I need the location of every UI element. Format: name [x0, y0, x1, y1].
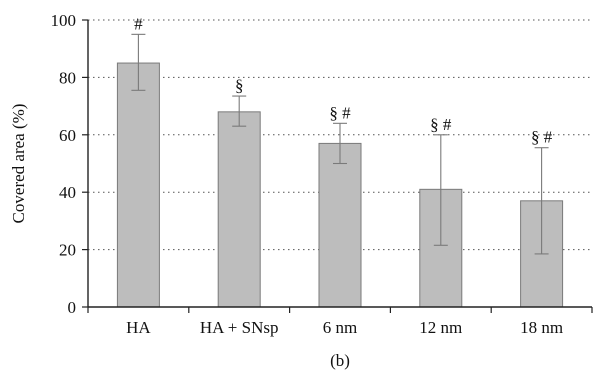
error-bar — [232, 95, 247, 127]
bar — [116, 62, 160, 308]
y-tick-label: 0 — [68, 298, 77, 317]
y-tick-label: 20 — [59, 241, 76, 260]
x-tick-label: HA + SNsp — [200, 318, 279, 337]
significance-annotation: # — [134, 14, 143, 33]
x-tick-label: 6 nm — [323, 318, 357, 337]
error-bar — [433, 134, 448, 246]
label-layer: 0 20 40 60 80 100 # HA § HA + SNsp § # 6 nm § # 12 nm… — [51, 11, 593, 337]
significance-annotation: § # — [329, 103, 351, 122]
error-bar — [333, 122, 347, 165]
y-tick-label: 100 — [51, 11, 77, 30]
significance-annotation: § # — [430, 115, 452, 134]
error-bar — [131, 33, 146, 91]
panel-label: (b) — [330, 351, 350, 370]
bar-layer — [116, 33, 564, 308]
axis-layer — [87, 20, 592, 308]
bar — [217, 111, 261, 308]
significance-annotation: § # — [531, 128, 553, 147]
x-tick-label: HA — [126, 318, 151, 337]
y-tick-label: 60 — [59, 126, 76, 145]
y-tick-label: 40 — [59, 183, 76, 202]
error-bar — [534, 147, 549, 255]
y-tick-label: 80 — [59, 68, 76, 87]
bar — [318, 142, 362, 308]
grid-layer — [88, 19, 592, 251]
significance-annotation: § — [235, 76, 244, 95]
y-axis-title: Covered area (%) — [9, 104, 28, 224]
x-tick-label: 12 nm — [419, 318, 462, 337]
x-tick-label: 18 nm — [520, 318, 563, 337]
